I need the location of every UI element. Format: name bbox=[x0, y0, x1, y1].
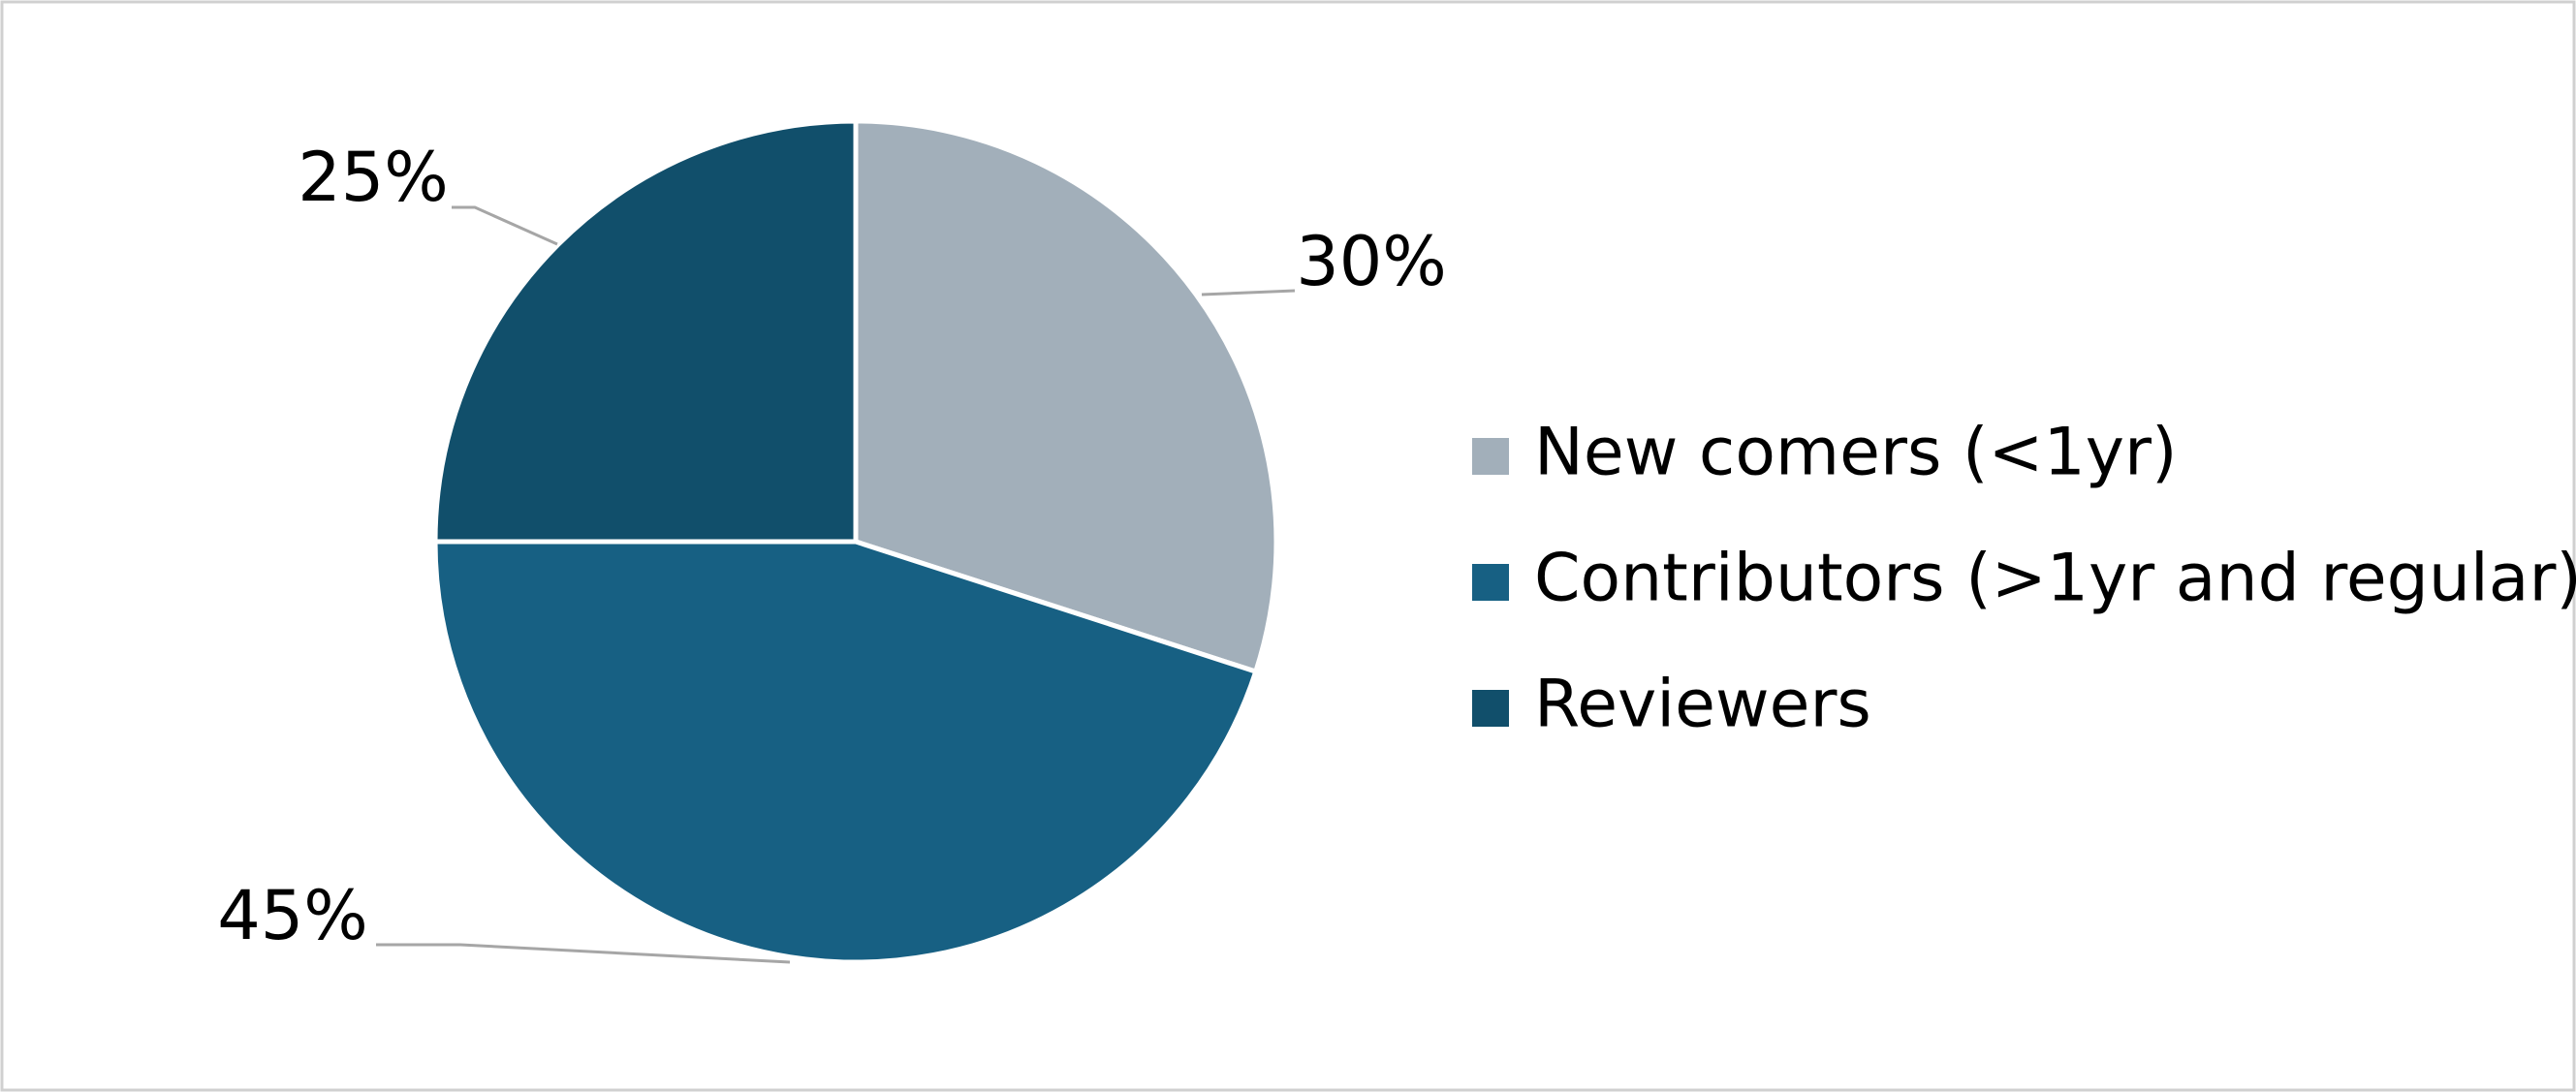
legend-label: Reviewers bbox=[1534, 667, 1871, 743]
legend-swatch bbox=[1472, 690, 1509, 727]
legend-swatch bbox=[1472, 564, 1509, 601]
data-label: 25% bbox=[298, 138, 449, 217]
legend-label: Contributors (>1yr and regular) bbox=[1534, 541, 2576, 617]
leader-line bbox=[452, 205, 558, 246]
pie-slice bbox=[432, 539, 1259, 965]
legend-swatch bbox=[1472, 438, 1509, 475]
leader-line bbox=[1201, 289, 1296, 296]
data-label: 45% bbox=[217, 876, 368, 955]
pie-slice bbox=[853, 118, 1279, 675]
data-label: 30% bbox=[1296, 222, 1447, 301]
pie-slice bbox=[432, 118, 859, 545]
legend-label: New comers (<1yr) bbox=[1534, 415, 2178, 491]
leader-line bbox=[376, 943, 791, 964]
